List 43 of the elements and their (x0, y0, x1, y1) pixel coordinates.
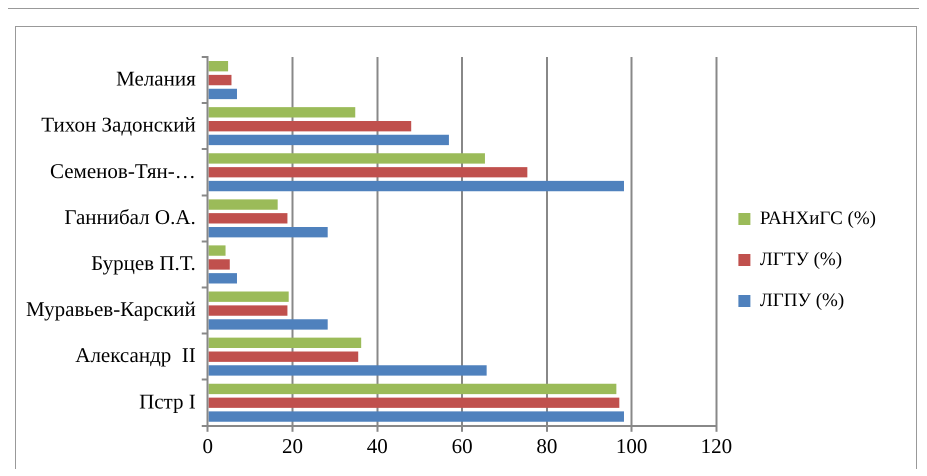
y-tick-label: Мелания (116, 66, 196, 91)
bar (208, 338, 362, 348)
bar (208, 134, 449, 146)
legend-label: ЛГПУ (%) (760, 290, 844, 311)
bar (208, 199, 278, 210)
bar (208, 411, 624, 422)
bar (208, 74, 232, 86)
x-tick-label: 0 (202, 434, 213, 458)
x-tick-label: 100 (616, 434, 648, 458)
bar (208, 259, 230, 270)
bar (208, 351, 358, 362)
bar (208, 226, 328, 238)
bar (208, 365, 487, 376)
bar (208, 305, 288, 316)
x-tick-label: 40 (366, 434, 388, 458)
legend-label: ЛГТУ (%) (760, 248, 842, 270)
bar (208, 213, 288, 224)
y-tick-label: Тихон Задонский (41, 112, 196, 137)
y-tick-label: Александр II (75, 343, 196, 368)
bar (208, 398, 620, 408)
bar (208, 245, 226, 256)
x-tick-label: 120 (700, 434, 732, 458)
x-tick-label: 60 (452, 434, 473, 458)
y-tick-label: Ганнибал О.А. (64, 204, 196, 229)
legend-label: РАНХиГС (%) (760, 208, 876, 229)
x-tick-label: 20 (282, 434, 304, 458)
bar (208, 88, 237, 100)
chart-frame: РАНХиГС (%) ЛГТУ (%) ЛГПУ (%) 0 20 40 60 80 100 120 Мелания Тихон Задонский Семенов-Тян-… Ганнибал О.А. Бурцев П.Т. Муравьев-Карский Александр II Пстр I (15, 26, 917, 469)
bar (208, 120, 412, 132)
bar (208, 384, 616, 394)
bar (208, 61, 228, 72)
y-tick-label: Семенов-Тян-… (50, 158, 196, 183)
bar (208, 319, 328, 330)
y-tick-label: Бурцев П.Т. (91, 250, 196, 275)
y-tick-label: Пстр I (139, 389, 196, 414)
y-tick-label: Муравьев-Карский (26, 297, 196, 322)
bar (208, 107, 356, 118)
x-tick-label: 80 (536, 434, 558, 458)
bar (208, 180, 624, 192)
bar (208, 292, 289, 302)
bar (208, 153, 485, 164)
bar (208, 273, 237, 284)
bar (208, 167, 528, 178)
